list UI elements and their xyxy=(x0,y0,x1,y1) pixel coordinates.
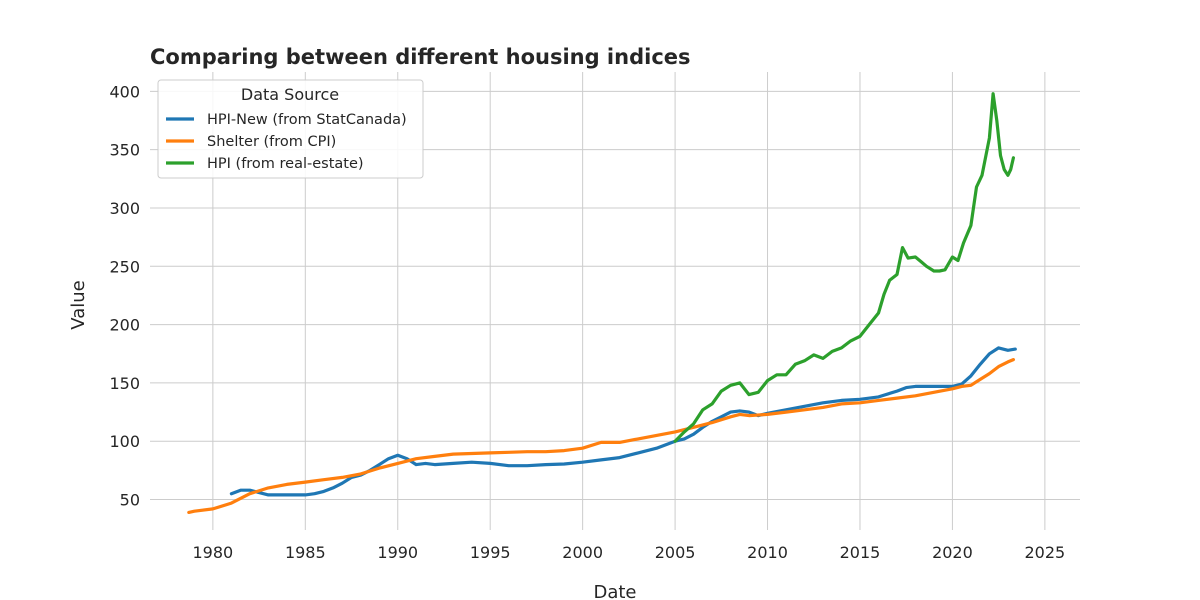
x-tick-label: 1985 xyxy=(285,543,326,562)
legend: Data Source HPI-New (from StatCanada) Sh… xyxy=(157,79,424,179)
y-tick-label: 200 xyxy=(109,316,140,335)
x-tick-label: 2025 xyxy=(1025,543,1066,562)
x-tick-label: 1995 xyxy=(470,543,511,562)
legend-label-hpi-new: HPI-New (from StatCanada) xyxy=(207,112,407,128)
x-tick-label: 2005 xyxy=(655,543,696,562)
x-tick-labels: 1980 1985 1990 1995 2000 2005 2010 2015 2020 2025 xyxy=(193,543,1066,562)
legend-box xyxy=(157,79,424,179)
series-line-shelter xyxy=(187,358,1015,514)
y-tick-label: 300 xyxy=(109,199,140,218)
y-axis-label: Value xyxy=(68,280,89,329)
chart-title: Comparing between different housing indi… xyxy=(150,45,691,69)
series-lines xyxy=(187,92,1017,514)
y-tick-label: 250 xyxy=(109,257,140,276)
series-line-hpi-real-estate xyxy=(673,92,1015,443)
x-tick-label: 2010 xyxy=(747,543,788,562)
legend-title: Data Source xyxy=(241,85,339,104)
x-tick-label: 1990 xyxy=(377,543,418,562)
legend-label-hpi-real-estate: HPI (from real-estate) xyxy=(207,156,364,172)
x-tick-label: 1980 xyxy=(193,543,234,562)
y-tick-labels: 50 100 150 200 250 300 350 400 xyxy=(109,82,140,509)
x-axis-label: Date xyxy=(593,582,636,600)
series-line-hpi-new xyxy=(229,346,1017,497)
x-tick-label: 2015 xyxy=(840,543,881,562)
y-tick-label: 350 xyxy=(109,141,140,160)
y-tick-label: 400 xyxy=(109,82,140,101)
y-tick-label: 100 xyxy=(109,432,140,451)
legend-label-shelter: Shelter (from CPI) xyxy=(207,134,336,150)
y-tick-label: 50 xyxy=(120,491,140,510)
x-tick-label: 2020 xyxy=(932,543,973,562)
y-tick-label: 150 xyxy=(109,374,140,393)
x-tick-label: 2000 xyxy=(562,543,603,562)
